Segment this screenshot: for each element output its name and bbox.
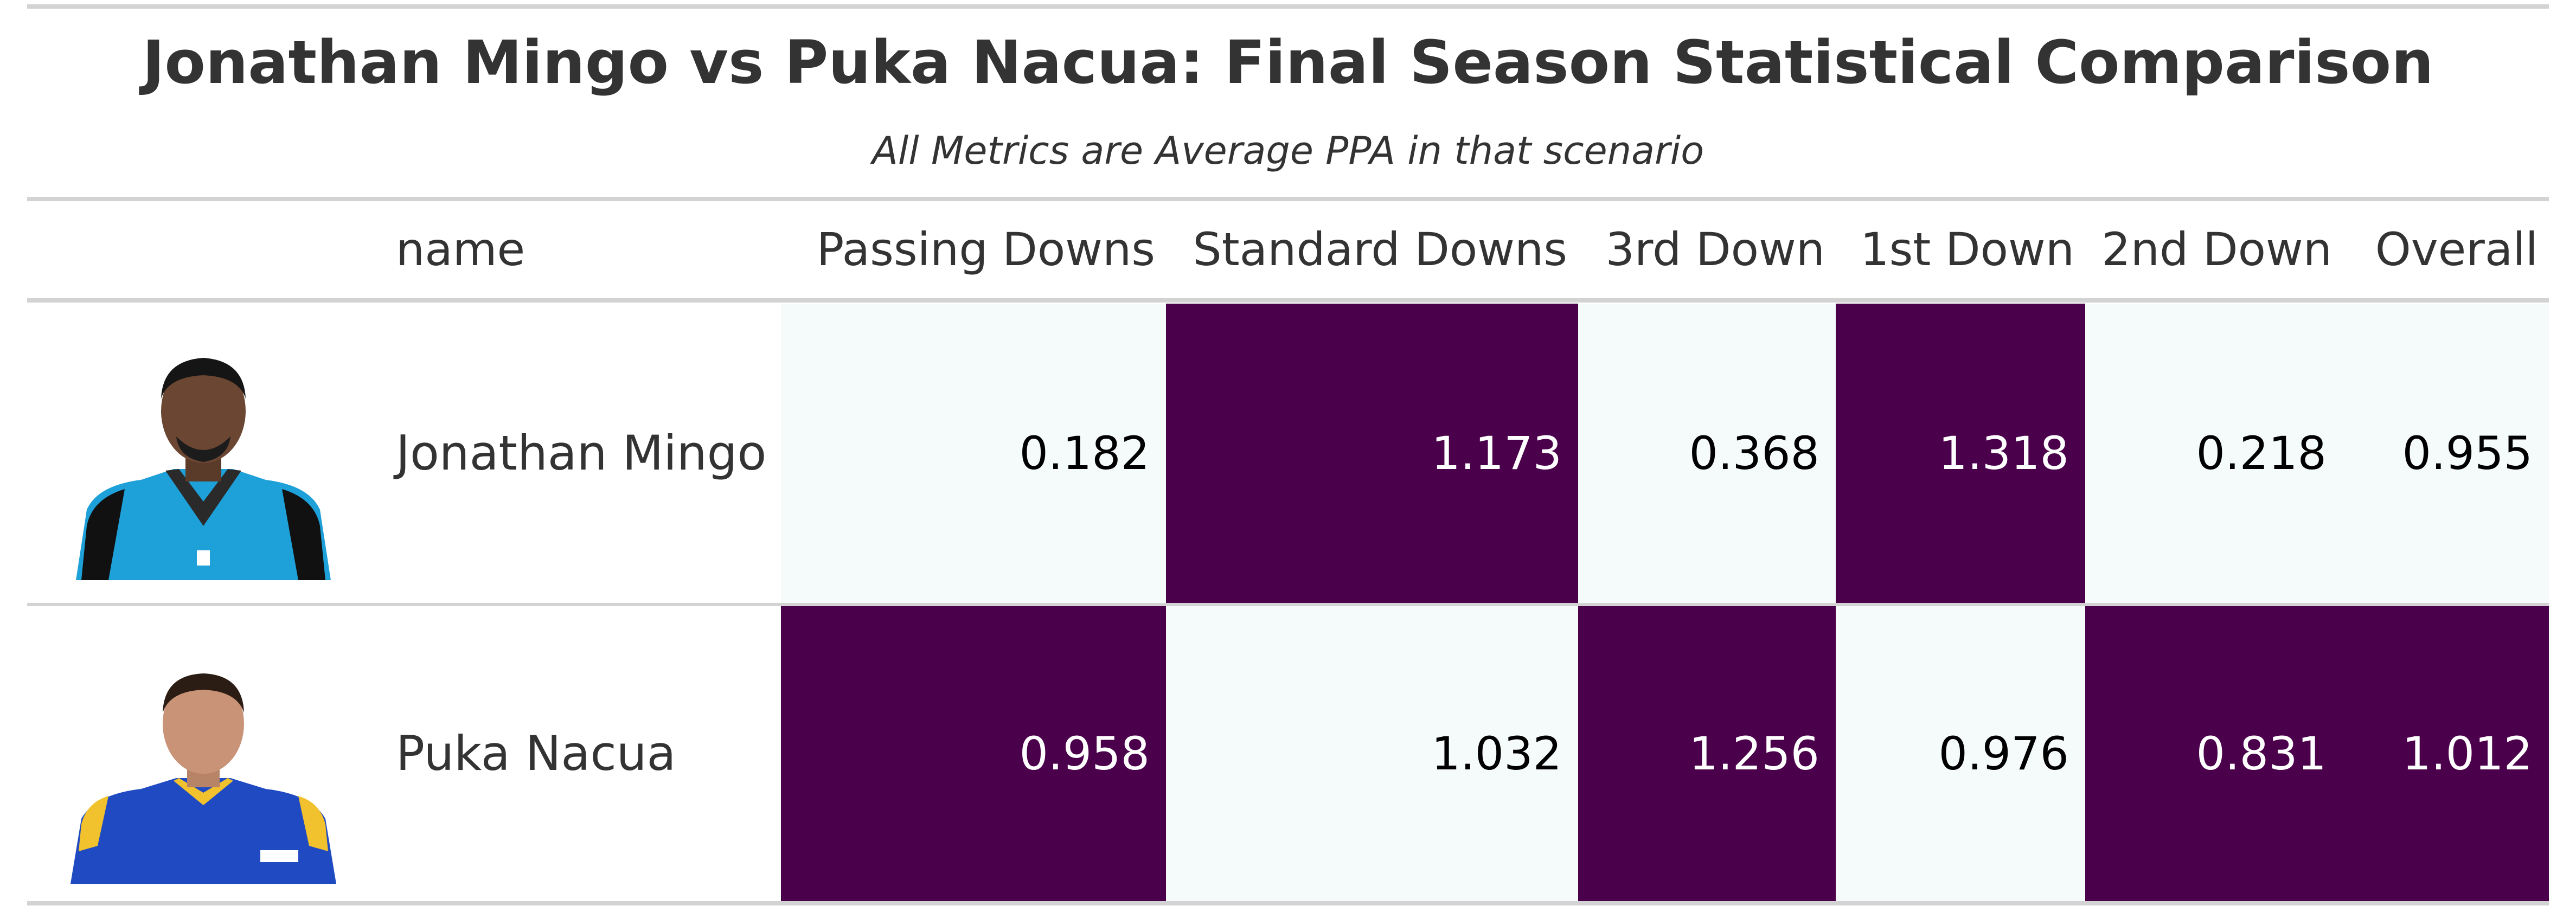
column-header-3rd-down: 3rd Down [1605, 223, 1825, 276]
value-cell-2nd-down: 0.218 [2085, 304, 2343, 603]
value-cell-overall: 1.012 [2343, 606, 2549, 901]
value-cell-passing-downs: 0.958 [781, 606, 1166, 901]
column-header-standard-downs: Standard Downs [1193, 223, 1567, 276]
column-header-1st-down: 1st Down [1860, 223, 2074, 276]
column-header-2nd-down: 2nd Down [2101, 223, 2332, 276]
value-cell-3rd-down: 0.368 [1578, 304, 1836, 603]
player-name: Jonathan Mingo [396, 425, 767, 481]
top-rule [27, 4, 2549, 9]
player-headshot-rams-icon [71, 673, 336, 884]
header-bottom-rule [27, 298, 2549, 303]
header-top-rule [27, 197, 2549, 201]
value-cell-1st-down: 0.976 [1836, 606, 2085, 901]
value-cell-2nd-down: 0.831 [2085, 606, 2343, 901]
value-cell-1st-down: 1.318 [1836, 304, 2085, 603]
value-cell-standard-downs: 1.173 [1166, 304, 1578, 603]
player-name: Puka Nacua [396, 725, 676, 781]
value-cell-standard-downs: 1.032 [1166, 606, 1578, 901]
column-header-overall: Overall [2375, 223, 2538, 276]
table-subtitle: All Metrics are Average PPA in that scen… [872, 129, 1704, 173]
row-divider-rule [27, 603, 2549, 606]
table-title: Jonathan Mingo vs Puka Nacua: Final Seas… [142, 28, 2434, 97]
column-header-name: name [396, 223, 526, 276]
column-header-passing-downs: Passing Downs [816, 223, 1155, 276]
value-cell-3rd-down: 1.256 [1578, 606, 1836, 901]
player-headshot-panthers-icon [76, 358, 331, 580]
bottom-rule [27, 901, 2549, 905]
value-cell-passing-downs: 0.182 [781, 304, 1166, 603]
value-cell-overall: 0.955 [2343, 304, 2549, 603]
